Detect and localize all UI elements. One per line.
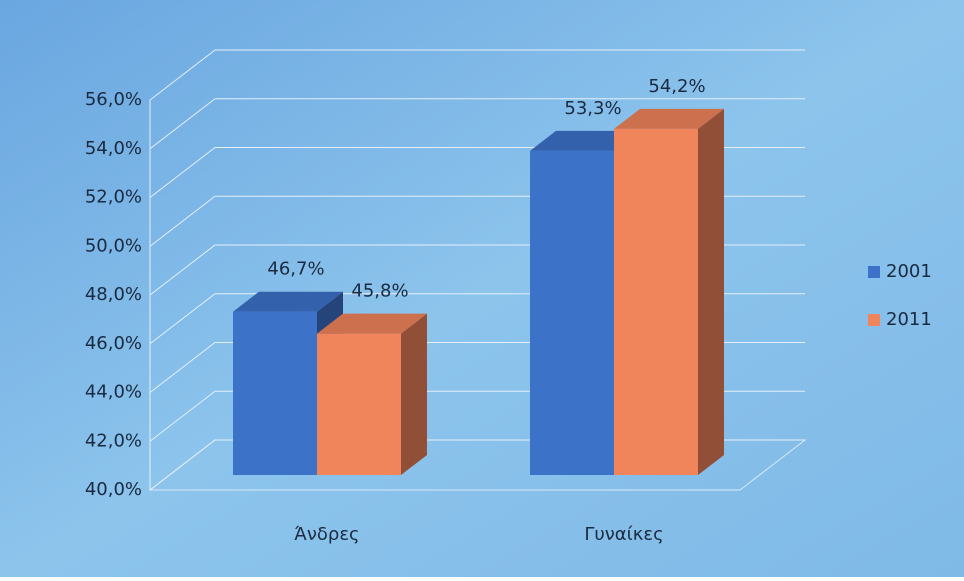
y-tick-label: 50,0%	[85, 235, 142, 256]
y-tick-label: 52,0%	[85, 187, 142, 208]
grid-line	[149, 98, 805, 150]
legend-label: 2011	[886, 309, 932, 330]
bar	[233, 311, 317, 475]
data-label: 53,3%	[564, 98, 621, 119]
y-tick-label: 42,0%	[85, 430, 142, 451]
bar-side	[401, 313, 427, 475]
y-tick-label: 48,0%	[85, 284, 142, 305]
legend-label: 2001	[886, 261, 932, 282]
bar-top	[614, 108, 724, 129]
bar	[614, 128, 698, 475]
legend-swatch	[868, 314, 880, 326]
data-label: 45,8%	[351, 281, 408, 302]
legend-swatch	[868, 266, 880, 278]
bar-side	[698, 108, 724, 475]
y-tick-label: 46,0%	[85, 333, 142, 354]
y-tick-label: 44,0%	[85, 382, 142, 403]
bar-top	[317, 313, 427, 334]
y-tick-label: 56,0%	[85, 89, 142, 110]
bar	[317, 333, 401, 475]
x-tick-label: Άνδρες	[294, 524, 359, 545]
y-tick-label: 40,0%	[85, 479, 142, 500]
data-label: 46,7%	[267, 259, 324, 280]
grid-line	[149, 49, 805, 101]
data-label: 54,2%	[648, 76, 705, 97]
bar-top	[233, 291, 343, 312]
y-tick-label: 54,0%	[85, 138, 142, 159]
bar-top	[530, 130, 640, 151]
x-tick-label: Γυναίκες	[584, 524, 663, 545]
bar	[530, 150, 614, 475]
